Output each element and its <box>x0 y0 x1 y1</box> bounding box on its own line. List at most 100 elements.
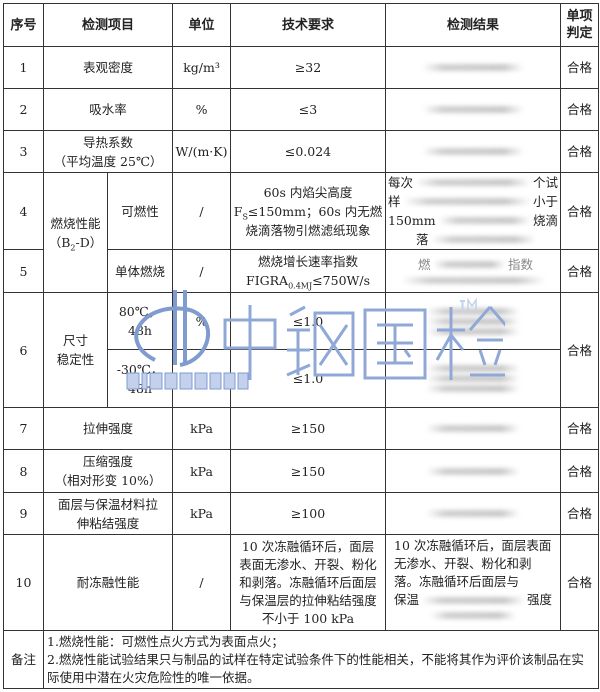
notes-row: 备注 1.燃烧性能：可燃性点火方式为表面点火； 2.燃烧性能试验结果只与制品的试… <box>3 630 600 689</box>
group-line: （B2-D） <box>46 233 105 252</box>
text: 小于 <box>533 194 559 209</box>
row-requirement: ≤1.0 <box>230 349 387 408</box>
row-requirement: ≥150 <box>230 407 387 450</box>
group-line: 燃烧性能 <box>50 215 101 231</box>
row-verdict: 合格 <box>560 292 600 408</box>
group-line: 稳定性 <box>56 352 95 367</box>
text: 样 <box>388 194 401 209</box>
row-verdict: 合格 <box>560 172 600 250</box>
text: 保温 <box>394 592 420 607</box>
header-no: 序号 <box>3 3 44 47</box>
table-row: 2 吸水率 % ≤3 合格 <box>3 88 600 131</box>
row-no: 4 <box>3 172 44 250</box>
header-requirement: 技术要求 <box>230 3 387 47</box>
row-verdict: 合格 <box>560 534 600 631</box>
row-result: 10 次冻融循环后，面层表面无渗水、开裂、粉化和剥落。冻融循环后面层与 保温 强度 <box>385 534 562 631</box>
text: 强度 <box>527 592 553 607</box>
row-requirement: ≤3 <box>230 88 387 131</box>
header-verdict: 单项判定 <box>560 3 600 47</box>
text: 烧滴 <box>533 213 559 228</box>
row-item: 耐冻融性能 <box>42 534 174 631</box>
req-line: 60s 内焰尖高度 <box>263 184 353 200</box>
row-verdict: 合格 <box>560 88 600 131</box>
text: 个试 <box>533 175 559 190</box>
req-line: FIGRA0.4MJ≤750W/s <box>233 271 383 290</box>
row-item: 单体燃烧 <box>106 249 174 293</box>
item-line: （平均温度 25℃） <box>53 153 163 169</box>
row-requirement: ≤0.024 <box>230 130 387 173</box>
notes-label: 备注 <box>3 630 44 689</box>
row-result-redacted <box>385 492 562 535</box>
row-no: 5 <box>3 249 44 293</box>
req-line: FS≤150mm；60s 内无燃 <box>233 202 383 221</box>
table-row: 8 压缩强度 （相对形变 10%） kPa ≥150 合格 <box>3 449 600 493</box>
row-requirement: ≥100 <box>230 492 387 535</box>
test-results-table: 序号 检测项目 单位 技术要求 检测结果 单项判定 1 表观密度 kg/m³ ≥… <box>3 3 600 689</box>
text: （B <box>48 234 71 250</box>
row-item: 面层与保温材料拉 伸粘结强度 <box>42 492 174 535</box>
row-requirement: 燃烧增长速率指数 FIGRA0.4MJ≤750W/s <box>230 249 387 293</box>
header-unit: 单位 <box>172 3 232 47</box>
text: -30℃， <box>116 361 164 377</box>
text: 80℃， <box>118 304 162 319</box>
row-verdict: 合格 <box>560 407 600 450</box>
item-line: 导热系数 <box>83 134 134 150</box>
item-line: 压缩强度 <box>83 454 134 469</box>
table-row: 9 面层与保温材料拉 伸粘结强度 kPa ≥100 合格 <box>3 492 600 535</box>
item-line: 伸粘结强度 <box>76 515 140 531</box>
row-no: 2 <box>3 88 44 131</box>
row-result-redacted <box>385 407 562 450</box>
row-no: 3 <box>3 130 44 173</box>
subscript: 2 <box>70 243 76 252</box>
text: 指数 <box>508 257 534 272</box>
row-result-redacted <box>385 292 562 350</box>
row-item: 导热系数 （平均温度 25℃） <box>42 130 174 173</box>
row-item: 吸水率 <box>42 88 174 131</box>
row-verdict: 合格 <box>560 449 600 493</box>
row-no: 7 <box>3 407 44 450</box>
row-requirement: 10 次冻融循环后，面层表面无渗水、开裂、粉化和剥落。冻融循环后面层与保温层的拉… <box>230 534 387 631</box>
text: 48h <box>128 380 152 396</box>
row-item: 表观密度 <box>42 46 174 89</box>
row-unit: kg/m³ <box>172 46 232 89</box>
row-no: 8 <box>3 449 44 493</box>
row-unit: % <box>172 349 232 408</box>
text: FIGRA <box>246 273 289 288</box>
header-result: 检测结果 <box>385 3 562 47</box>
text: 落 <box>416 232 429 247</box>
text: -D） <box>75 234 103 250</box>
row-item: 可燃性 <box>106 172 174 250</box>
row-result: 燃 指数 <box>385 249 562 293</box>
row-verdict: 合格 <box>560 249 600 293</box>
row-unit: / <box>172 249 232 293</box>
text: 48h <box>128 323 152 338</box>
row-group-combustion: 燃烧性能 （B2-D） <box>43 172 108 293</box>
notes-content: 1.燃烧性能：可燃性点火方式为表面点火； 2.燃烧性能试验结果只与制品的试样在特… <box>42 630 600 689</box>
item-line: 面层与保温材料拉 <box>58 496 159 512</box>
req-line: 燃烧增长速率指数 <box>258 254 359 269</box>
row-item: 压缩强度 （相对形变 10%） <box>42 449 174 493</box>
header-item: 检测项目 <box>42 3 174 47</box>
row-unit: % <box>172 88 232 131</box>
row-group-dimension: 尺寸 稳定性 <box>43 292 108 408</box>
text: 每次 <box>388 175 414 190</box>
row-result-redacted <box>385 88 562 131</box>
row-verdict: 合格 <box>560 130 600 173</box>
row-result-redacted <box>385 46 562 89</box>
row-requirement: ≤1.0 <box>230 292 387 350</box>
group-line: 尺寸 <box>62 333 88 348</box>
header-row: 序号 检测项目 单位 技术要求 检测结果 单项判定 <box>3 3 600 47</box>
subscript: S <box>242 212 248 221</box>
row-verdict: 合格 <box>560 46 600 89</box>
row-subitem: -30℃， 48h <box>106 349 174 408</box>
note-line: 1.燃烧性能：可燃性点火方式为表面点火； <box>47 633 284 649</box>
row-subitem: 80℃， 48h <box>106 292 174 350</box>
text: ≤750W/s <box>312 273 370 288</box>
text: F <box>233 203 243 219</box>
row-unit: % <box>172 292 232 350</box>
note-line: 2.燃烧性能试验结果只与制品的试样在特定试验条件下的性能相关，不能将其作为评价该… <box>47 651 584 685</box>
row-unit: / <box>172 534 232 631</box>
req-line: 烧滴落物引燃滤纸现象 <box>245 222 371 238</box>
row-requirement: 60s 内焰尖高度 FS≤150mm；60s 内无燃 烧滴落物引燃滤纸现象 <box>230 172 387 250</box>
text: 燃 <box>418 257 431 272</box>
